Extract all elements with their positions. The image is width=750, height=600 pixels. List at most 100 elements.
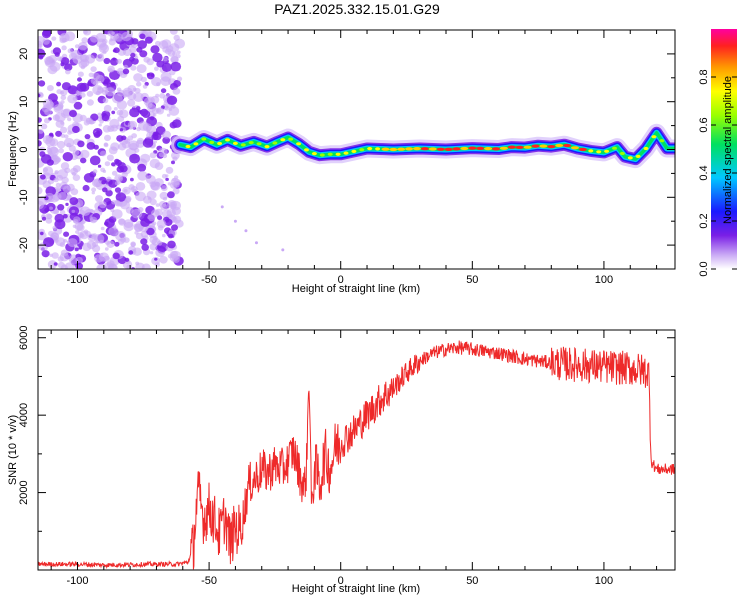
- noise-blob: [45, 217, 53, 224]
- noise-blob: [129, 153, 141, 164]
- noise-blob: [40, 231, 44, 236]
- noise-blob: [111, 200, 117, 205]
- noise-blob: [79, 149, 90, 159]
- noise-blob: [49, 146, 59, 154]
- noise-blob: [58, 148, 64, 154]
- noise-blob: [121, 31, 132, 42]
- noise-blob: [164, 48, 172, 55]
- ridge-peak: [436, 147, 445, 151]
- snr-xlabel: Height of straight line (km): [292, 583, 420, 595]
- noise-blob: [172, 87, 181, 95]
- noise-blob: [104, 161, 111, 167]
- noise-blob: [142, 84, 148, 89]
- noise-blob: [124, 257, 130, 262]
- noise-blob: [101, 38, 108, 44]
- noise-blob: [107, 263, 118, 269]
- noise-blob: [165, 177, 169, 181]
- noise-blob: [52, 226, 57, 230]
- noise-blob: [135, 182, 146, 191]
- noise-blob: [78, 41, 88, 51]
- noise-blob: [77, 71, 84, 77]
- ridge-peak: [319, 153, 325, 157]
- noise-blob: [61, 82, 71, 91]
- ridge-peak: [381, 147, 390, 151]
- noise-blob: [85, 54, 96, 64]
- ridge-peak: [367, 147, 373, 151]
- x-tick-label: -100: [66, 274, 88, 286]
- noise-blob: [118, 218, 125, 225]
- noise-blob: [75, 230, 80, 234]
- noise-blob: [136, 47, 143, 53]
- noise-blob: [88, 119, 95, 125]
- ridge-peak: [619, 151, 625, 156]
- noise-blob: [90, 34, 99, 43]
- noise-blob: [172, 119, 182, 128]
- noise-blob: [59, 32, 70, 43]
- noise-blob: [73, 101, 83, 110]
- noise-blob: [89, 216, 98, 224]
- ridge-peak: [209, 140, 215, 144]
- noise-blob: [65, 69, 71, 75]
- noise-blob: [108, 38, 116, 46]
- noise-blob: [90, 66, 97, 72]
- noise-blob: [159, 93, 166, 99]
- noise-blob: [43, 118, 50, 124]
- y-tick-label: 6000: [18, 325, 30, 349]
- noise-blob: [153, 140, 157, 144]
- noise-blob: [157, 215, 163, 220]
- noise-blob: [160, 88, 167, 94]
- ridge-peak: [248, 141, 254, 145]
- noise-blob: [42, 98, 54, 109]
- noise-blob: [115, 192, 127, 202]
- noise-blob: [67, 48, 74, 54]
- noise-blob: [170, 104, 176, 109]
- noise-blob: [84, 230, 91, 237]
- ridge-peak: [232, 141, 238, 145]
- noise-blob: [91, 178, 102, 188]
- noise-blob: [110, 208, 115, 213]
- noise-blob: [114, 187, 122, 193]
- noise-blob: [135, 191, 146, 202]
- noise-blob: [128, 250, 134, 255]
- noise-blob: [137, 163, 147, 172]
- noise-blob: [55, 188, 60, 193]
- noise-blob: [111, 209, 123, 219]
- noise-blob: [93, 131, 101, 138]
- noise-blob: [63, 231, 70, 237]
- noise-blob: [129, 107, 140, 118]
- noise-blob: [103, 255, 110, 262]
- noise-blob: [76, 224, 85, 232]
- noise-blob: [102, 187, 108, 193]
- noise-blob: [100, 150, 107, 157]
- noise-blob: [150, 45, 160, 54]
- ridge-peak: [604, 149, 610, 153]
- y-tick-label: 20: [18, 48, 30, 60]
- noise-blob: [100, 167, 106, 173]
- noise-blob: [86, 90, 94, 97]
- noise-blob: [64, 262, 75, 269]
- noise-blob: [151, 256, 161, 266]
- noise-blob: [71, 49, 82, 60]
- ridge-peak: [296, 142, 302, 146]
- noise-blob: [53, 104, 64, 113]
- noise-blob: [86, 99, 94, 106]
- noise-blob: [172, 51, 178, 57]
- noise-blob: [80, 157, 87, 164]
- noise-blob: [89, 155, 101, 166]
- noise-blob: [171, 160, 175, 165]
- noise-blob: [136, 64, 147, 74]
- ridge-peak: [651, 135, 657, 139]
- noise-blob: [150, 73, 155, 77]
- noise-blob: [168, 106, 180, 116]
- noise-blob: [135, 261, 140, 266]
- noise-blob: [110, 81, 116, 87]
- noise-blob: [162, 233, 166, 238]
- noise-blob: [38, 140, 42, 147]
- noise-blob: [116, 67, 125, 75]
- ridge-peak: [311, 152, 317, 156]
- noise-blob: [45, 137, 56, 147]
- noise-blob: [98, 201, 107, 209]
- noise-blob: [153, 132, 162, 141]
- noise-blob: [80, 65, 85, 70]
- noise-blob: [96, 263, 107, 269]
